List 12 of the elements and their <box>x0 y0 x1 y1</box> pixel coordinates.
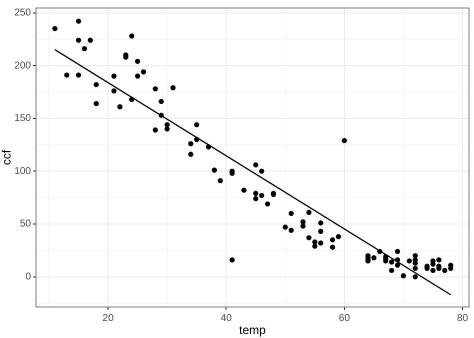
y-tick-label: 200 <box>14 60 32 72</box>
x-tick-label: 40 <box>220 312 232 324</box>
y-tick-label: 250 <box>14 8 32 19</box>
x-tick-label: 60 <box>338 312 350 324</box>
y-tick-label: 150 <box>14 113 32 124</box>
y-axis-title: ccf <box>0 149 14 166</box>
x-axis-title: temp <box>239 323 266 338</box>
x-tick-label: 80 <box>456 312 468 324</box>
y-tick-label: 0 <box>25 272 32 283</box>
x-tick-label: 20 <box>102 312 114 324</box>
y-tick-label: 50 <box>20 218 32 230</box>
y-tick-label: 100 <box>14 166 32 177</box>
